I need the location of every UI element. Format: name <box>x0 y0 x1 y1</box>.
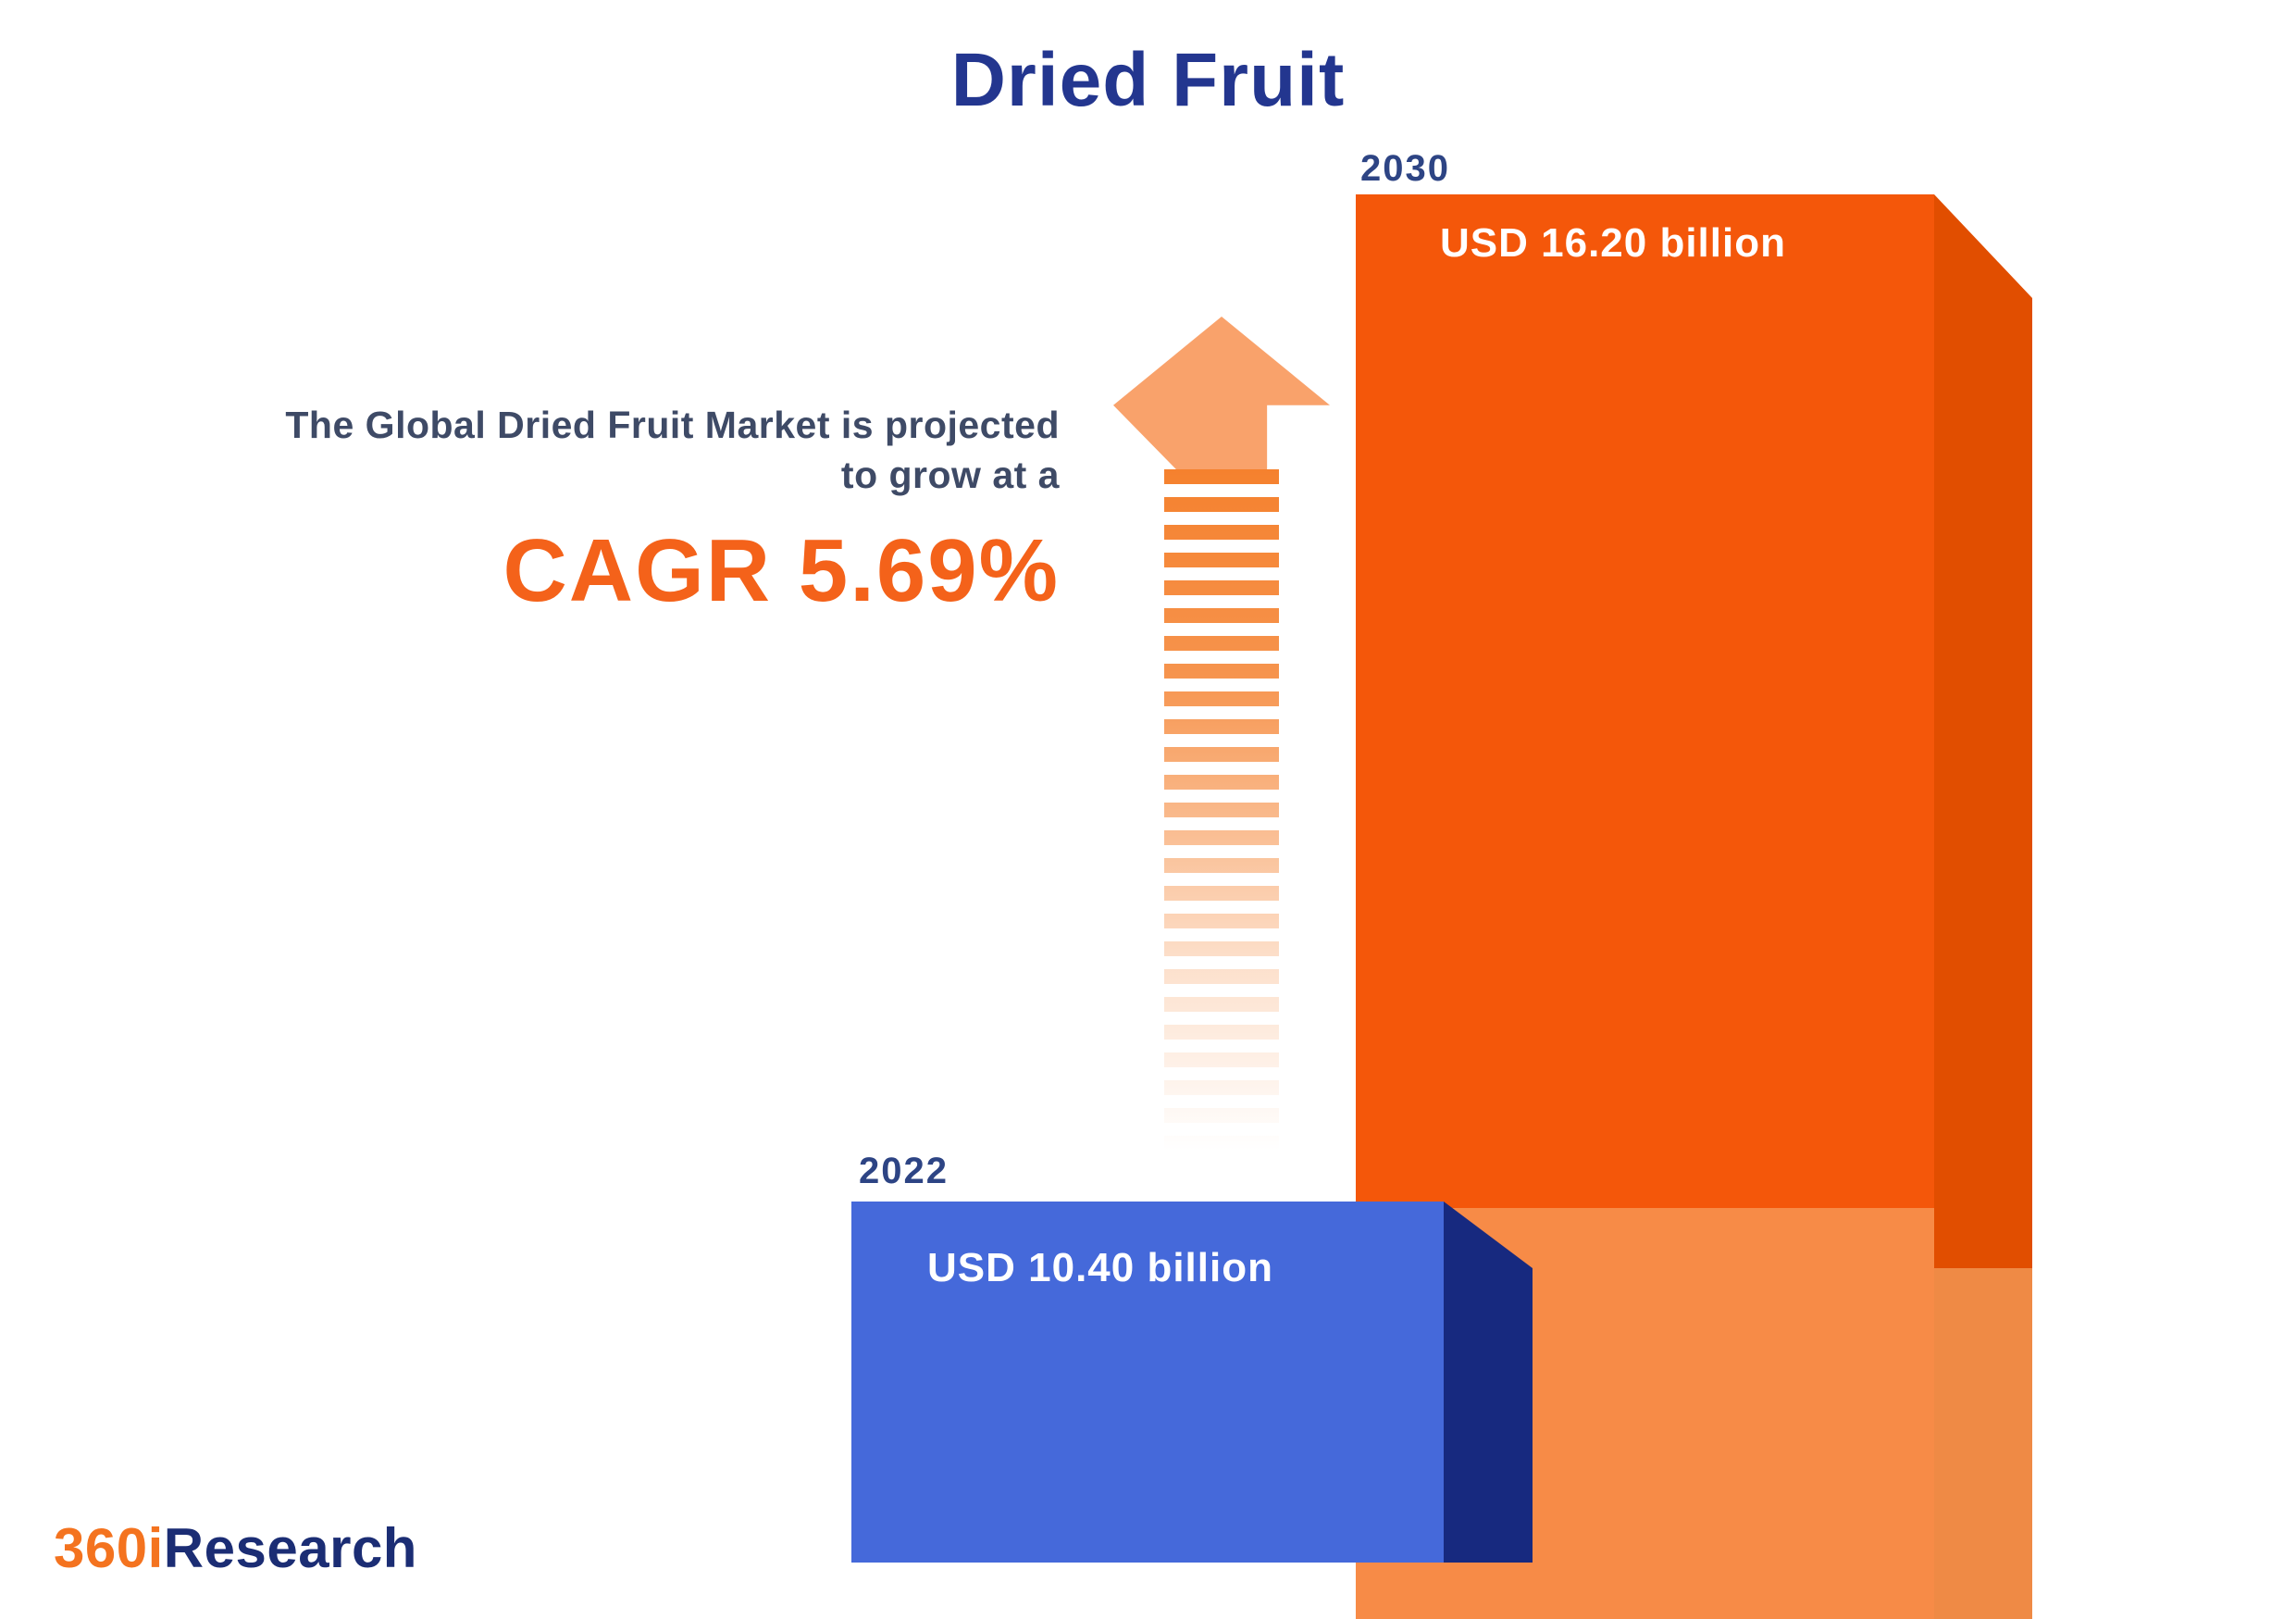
market-projection-annotation: The Global Dried Fruit Market is project… <box>0 400 1060 630</box>
cagr-value: CAGR 5.69% <box>503 521 1060 621</box>
brand-logo: 360iResearch <box>54 1516 417 1580</box>
bar-2022-side-face <box>1444 1202 1533 1563</box>
bar-2022-year-label: 2022 <box>859 1151 949 1191</box>
bar-2022-value-label: USD 10.40 billion <box>927 1245 1273 1290</box>
bar-2030-year-label: 2030 <box>1360 148 1450 189</box>
annotation-line-1: The Global Dried Fruit Market is project… <box>285 404 1060 446</box>
brand-logo-suffix: Research <box>163 1517 417 1579</box>
bar-2030-value-label: USD 16.20 billion <box>1440 220 1786 266</box>
bar-2022 <box>851 1202 1444 1563</box>
growth-arrow-fade-overlay <box>1164 469 1279 1151</box>
bar-2030-side-face <box>1934 194 2032 1619</box>
growth-arrow-dashed-stem <box>1164 469 1279 1151</box>
growth-arrow-icon <box>1113 317 1330 469</box>
brand-logo-prefix: 360i <box>54 1517 164 1579</box>
page-title: Dried Fruit <box>950 38 1346 122</box>
annotation-line-2: to grow at a <box>840 454 1060 497</box>
